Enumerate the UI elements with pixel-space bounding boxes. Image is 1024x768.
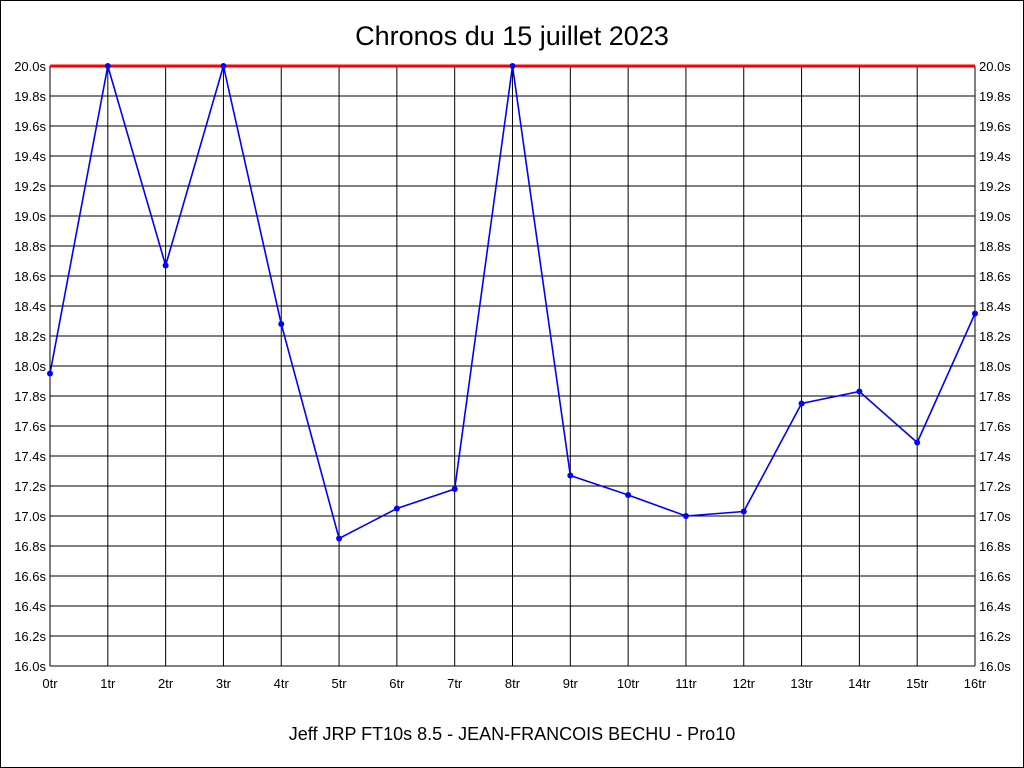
x-tick-label: 16tr [964,676,987,691]
y-tick-label-right: 19.6s [979,119,1011,134]
data-point [47,370,53,377]
x-tick-label: 0tr [42,676,58,691]
data-point [740,508,747,515]
data-point [625,492,632,498]
x-tick-label: 1tr [100,676,116,691]
data-point [682,513,689,519]
chart-title: Chronos du 15 juillet 2023 [355,21,669,51]
x-tick-label: 5tr [331,676,347,691]
y-tick-label-right: 18.0s [979,359,1011,374]
x-tick-label: 2tr [158,676,174,691]
y-tick-label-right: 19.8s [979,89,1011,104]
y-tick-label-left: 16.4s [14,599,46,614]
y-tick-label-left: 17.0s [14,509,46,524]
y-tick-label-left: 16.0s [14,659,46,674]
x-tick-label: 11tr [675,676,697,691]
y-tick-label-right: 16.0s [979,659,1011,674]
y-tick-label-left: 16.8s [14,539,46,554]
data-point [220,63,227,69]
x-tick-label: 10tr [617,676,640,691]
y-tick-label-left: 17.4s [14,449,46,464]
y-tick-label-left: 18.2s [14,329,46,344]
data-point [567,472,574,479]
y-tick-label-right: 17.4s [979,449,1011,464]
x-tick-label: 4tr [274,676,290,691]
y-tick-label-left: 20.0s [14,59,46,74]
y-tick-label-right: 16.4s [979,599,1011,614]
data-point [972,310,978,317]
y-tick-label-right: 18.8s [979,239,1011,254]
y-tick-label-right: 17.2s [979,479,1011,494]
x-tick-label: 14tr [848,676,871,691]
x-tick-label: 3tr [216,676,232,691]
y-tick-label-left: 18.4s [14,299,46,314]
y-tick-label-left: 17.6s [14,419,46,434]
x-tick-label: 7tr [447,676,463,691]
data-point [162,262,169,269]
data-point [914,439,921,446]
x-tick-label: 8tr [505,676,521,691]
y-tick-label-right: 18.6s [979,269,1011,284]
y-tick-label-left: 19.6s [14,119,46,134]
y-tick-label-right: 19.4s [979,149,1011,164]
data-point [278,321,285,327]
y-tick-label-left: 18.6s [14,269,46,284]
y-tick-label-left: 19.2s [14,179,46,194]
data-point [393,505,400,512]
y-tick-label-right: 17.0s [979,509,1011,524]
y-tick-label-left: 19.8s [14,89,46,104]
grid [49,65,976,667]
y-tick-label-right: 20.0s [979,59,1011,74]
y-tick-label-left: 19.0s [14,209,46,224]
y-tick-label-left: 16.6s [14,569,46,584]
y-tick-label-right: 19.0s [979,209,1011,224]
y-tick-label-left: 17.8s [14,389,46,404]
chart-subtitle: Jeff JRP FT10s 8.5 - JEAN-FRANCOIS BECHU… [289,724,735,744]
y-tick-label-left: 18.8s [14,239,46,254]
data-point [451,486,458,492]
x-tick-label: 13tr [790,676,813,691]
data-point [509,63,516,69]
y-tick-label-right: 18.2s [979,329,1011,344]
y-tick-label-right: 19.2s [979,179,1011,194]
y-tick-label-left: 18.0s [14,359,46,374]
y-tick-label-right: 17.8s [979,389,1011,404]
x-tick-label: 6tr [389,676,405,691]
y-tick-label-left: 19.4s [14,149,46,164]
series-group [47,63,978,542]
y-tick-label-right: 16.8s [979,539,1011,554]
y-tick-label-right: 16.6s [979,569,1011,584]
data-point [336,535,343,542]
y-tick-label-right: 18.4s [979,299,1011,314]
x-tick-label: 15tr [906,676,929,691]
data-point [856,388,863,395]
tick-labels: 16.0s 16.0s 16.2s 16.2s 16.4s 16.4s 16.6s 16.6s… [14,59,1011,691]
y-tick-label-left: 17.2s [14,479,46,494]
y-tick-label-right: 16.2s [979,629,1011,644]
data-point [104,63,111,69]
y-tick-label-left: 16.2s [14,629,46,644]
x-tick-label: 9tr [563,676,579,691]
x-tick-label: 12tr [733,676,756,691]
data-point [798,400,805,407]
y-tick-label-right: 17.6s [979,419,1011,434]
